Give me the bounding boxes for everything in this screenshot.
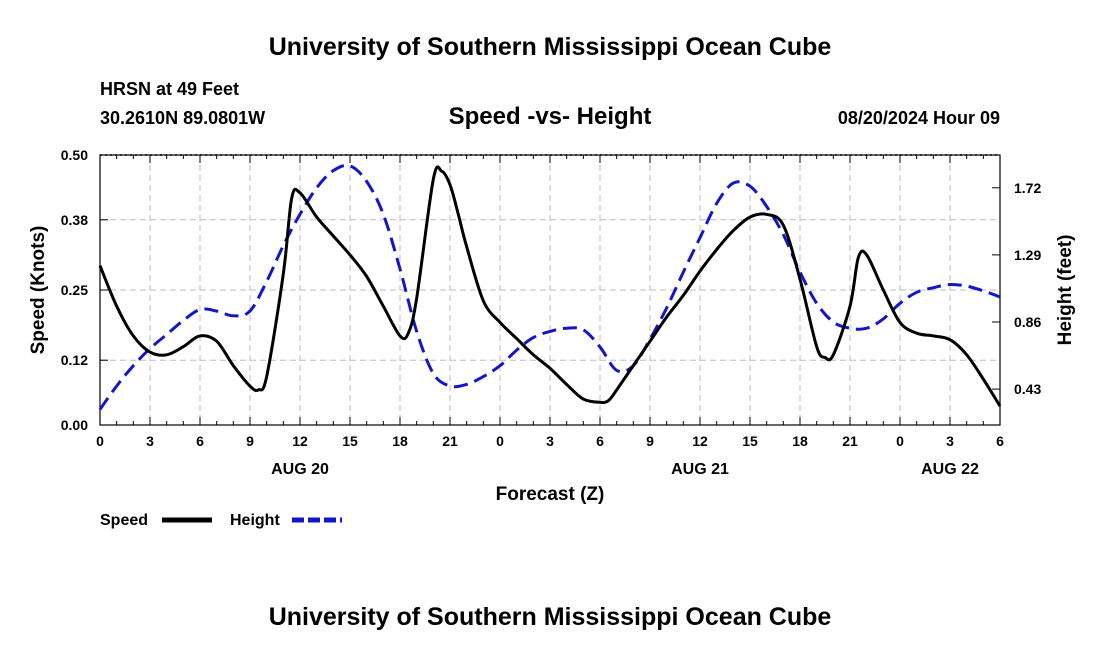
footer-title: University of Southern Mississippi Ocean…: [269, 603, 832, 631]
forecast-datetime: 08/20/2024 Hour 09: [838, 108, 1000, 128]
station-label: HRSN at 49 Feet: [100, 79, 239, 99]
x-tick-label: 12: [692, 433, 708, 449]
x-date-label: AUG 20: [271, 461, 329, 478]
chart-title: Speed -vs- Height: [449, 103, 652, 130]
x-tick-label: 15: [342, 433, 358, 449]
x-tick-label: 18: [392, 433, 408, 449]
y-left-tick-label: 0.38: [61, 212, 88, 228]
series-line-speed: [98, 165, 1002, 407]
x-tick-label: 21: [842, 433, 858, 449]
x-date-label: AUG 22: [921, 461, 979, 478]
legend: Speed Height: [100, 512, 342, 529]
x-tick-label: 6: [596, 433, 604, 449]
axes: 0 3 6 9 12 15 18 21 0 3 6 9 12 15 18 21 0 3 6 0.00 0.12 0.25 0…: [61, 147, 1042, 478]
y-right-tick-label: 0.86: [1014, 314, 1041, 330]
x-tick-label: 18: [792, 433, 808, 449]
x-tick-label: 9: [646, 433, 654, 449]
series-line-height: [98, 163, 1001, 411]
x-axis-label: Forecast (Z): [496, 484, 605, 505]
x-tick-label: 3: [946, 433, 954, 449]
x-tick-label: 3: [546, 433, 554, 449]
x-tick-label: 0: [896, 433, 904, 449]
x-date-label: AUG 21: [671, 461, 729, 478]
y-right-tick-label: 1.29: [1014, 247, 1041, 263]
y-left-tick-label: 0.12: [61, 352, 88, 368]
legend-height-label: Height: [230, 512, 280, 529]
y-axis-label-right: Height (feet): [1055, 235, 1076, 346]
x-tick-label: 15: [742, 433, 758, 449]
y-left-tick-label: 0.50: [61, 147, 88, 163]
series: [98, 163, 1002, 411]
x-tick-label: 21: [442, 433, 458, 449]
x-tick-label: 0: [96, 433, 104, 449]
y-left-tick-label: 0.00: [61, 417, 88, 433]
page-title: University of Southern Mississippi Ocean…: [269, 33, 832, 61]
x-tick-label: 9: [246, 433, 254, 449]
x-tick-label: 6: [196, 433, 204, 449]
y-left-tick-label: 0.25: [61, 282, 88, 298]
grid: [100, 154, 1000, 425]
legend-speed-label: Speed: [100, 512, 148, 529]
x-tick-label: 6: [996, 433, 1004, 449]
x-tick-label: 12: [292, 433, 308, 449]
x-tick-label: 3: [146, 433, 154, 449]
y-right-tick-label: 1.72: [1014, 180, 1041, 196]
x-tick-label: 0: [496, 433, 504, 449]
y-axis-label-left: Speed (Knots): [28, 226, 49, 355]
y-right-tick-label: 0.43: [1014, 381, 1041, 397]
station-coords: 30.2610N 89.0801W: [100, 108, 265, 128]
